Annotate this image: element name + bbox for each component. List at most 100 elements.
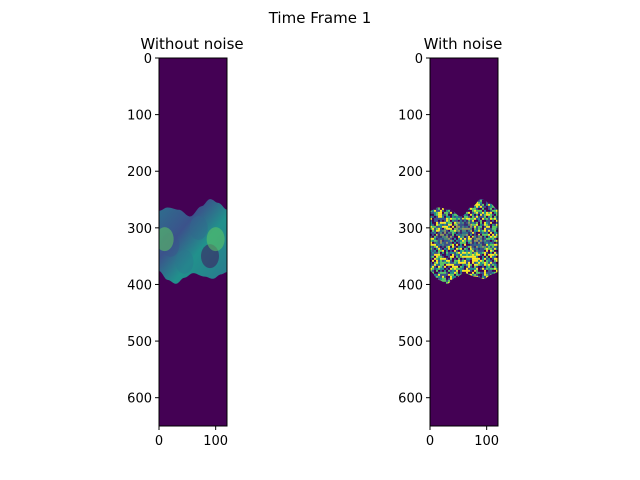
noise-cell — [466, 215, 468, 218]
noise-cell — [476, 215, 478, 218]
noise-cell — [488, 243, 490, 246]
noise-cell — [492, 235, 494, 238]
noise-cell — [474, 227, 476, 230]
noise-cell — [496, 235, 498, 238]
noise-cell — [480, 207, 482, 210]
noise-cell — [478, 223, 480, 226]
noise-cell — [450, 229, 452, 232]
noise-cell — [452, 267, 454, 270]
noise-cell — [488, 221, 490, 224]
noise-cell — [430, 241, 432, 244]
noise-cell — [480, 203, 482, 206]
noise-cell — [446, 249, 448, 252]
noise-cell — [496, 221, 498, 224]
noise-cell — [444, 271, 446, 274]
noise-cell — [482, 255, 484, 258]
noise-cell — [448, 279, 450, 282]
noise-cell — [474, 233, 476, 236]
noise-cell — [488, 217, 490, 220]
noise-cell — [442, 269, 444, 272]
noise-cell — [488, 245, 490, 248]
noise-cell — [474, 207, 476, 210]
noise-cell — [454, 225, 456, 228]
noise-cell — [492, 217, 494, 220]
noise-cell — [460, 265, 462, 268]
noise-cell — [496, 229, 498, 232]
noise-cell — [490, 263, 492, 266]
noise-cell — [490, 229, 492, 232]
noise-cell — [492, 241, 494, 244]
noise-cell — [486, 239, 488, 242]
noise-cell — [454, 273, 456, 276]
noise-cell — [452, 251, 454, 254]
noise-cell — [434, 235, 436, 238]
noise-cell — [482, 225, 484, 228]
noise-cell — [444, 249, 446, 252]
noise-cell — [490, 261, 492, 264]
noise-cell — [472, 257, 474, 260]
noise-cell — [462, 269, 464, 272]
noise-cell — [446, 263, 448, 266]
noise-cell — [468, 239, 470, 242]
noise-cell — [448, 227, 450, 230]
noise-cell — [444, 281, 446, 284]
noise-cell — [476, 255, 478, 258]
noise-cell — [448, 261, 450, 264]
noise-cell — [430, 215, 432, 218]
noise-cell — [492, 209, 494, 212]
noise-cell — [432, 249, 434, 252]
noise-cell — [488, 201, 490, 204]
noise-cell — [462, 253, 464, 256]
noise-cell — [494, 263, 496, 266]
noise-cell — [476, 259, 478, 262]
noise-cell — [440, 219, 442, 222]
noise-cell — [460, 217, 462, 220]
noise-cell — [496, 233, 498, 236]
noise-cell — [472, 253, 474, 256]
noise-cell — [446, 219, 448, 222]
noise-cell — [488, 233, 490, 236]
noise-cell — [470, 207, 472, 210]
noise-cell — [462, 235, 464, 238]
noise-cell — [436, 229, 438, 232]
noise-cell — [472, 259, 474, 262]
noise-cell — [436, 275, 438, 278]
noise-cell — [476, 263, 478, 266]
noise-cell — [442, 255, 444, 258]
noise-cell — [464, 257, 466, 260]
noise-cell — [466, 211, 468, 214]
noise-cell — [474, 223, 476, 226]
noise-cell — [484, 237, 486, 240]
noise-cell — [464, 215, 466, 218]
noise-cell — [446, 209, 448, 212]
noise-cell — [462, 237, 464, 240]
noise-cell — [484, 251, 486, 254]
noise-cell — [442, 215, 444, 218]
noise-cell — [494, 271, 496, 274]
noise-cell — [480, 217, 482, 220]
heatmap-band — [430, 199, 498, 284]
noise-cell — [488, 215, 490, 218]
noise-cell — [442, 225, 444, 228]
noise-cell — [480, 205, 482, 208]
noise-cell — [470, 269, 472, 272]
noise-cell — [436, 223, 438, 226]
noise-cell — [496, 253, 498, 256]
noise-cell — [434, 223, 436, 226]
noise-cell — [480, 199, 482, 200]
noise-cell — [490, 207, 492, 210]
noise-cell — [450, 261, 452, 264]
noise-cell — [468, 213, 470, 216]
noise-cell — [474, 205, 476, 208]
noise-cell — [476, 265, 478, 268]
noise-cell — [438, 219, 440, 222]
panel-title-without-noise: Without noise — [140, 35, 243, 53]
noise-cell — [442, 249, 444, 252]
noise-cell — [432, 225, 434, 228]
noise-cell — [454, 261, 456, 264]
noise-cell — [434, 271, 436, 274]
noise-cell — [486, 223, 488, 226]
noise-cell — [458, 273, 460, 276]
noise-cell — [486, 233, 488, 236]
noise-cell — [478, 267, 480, 270]
